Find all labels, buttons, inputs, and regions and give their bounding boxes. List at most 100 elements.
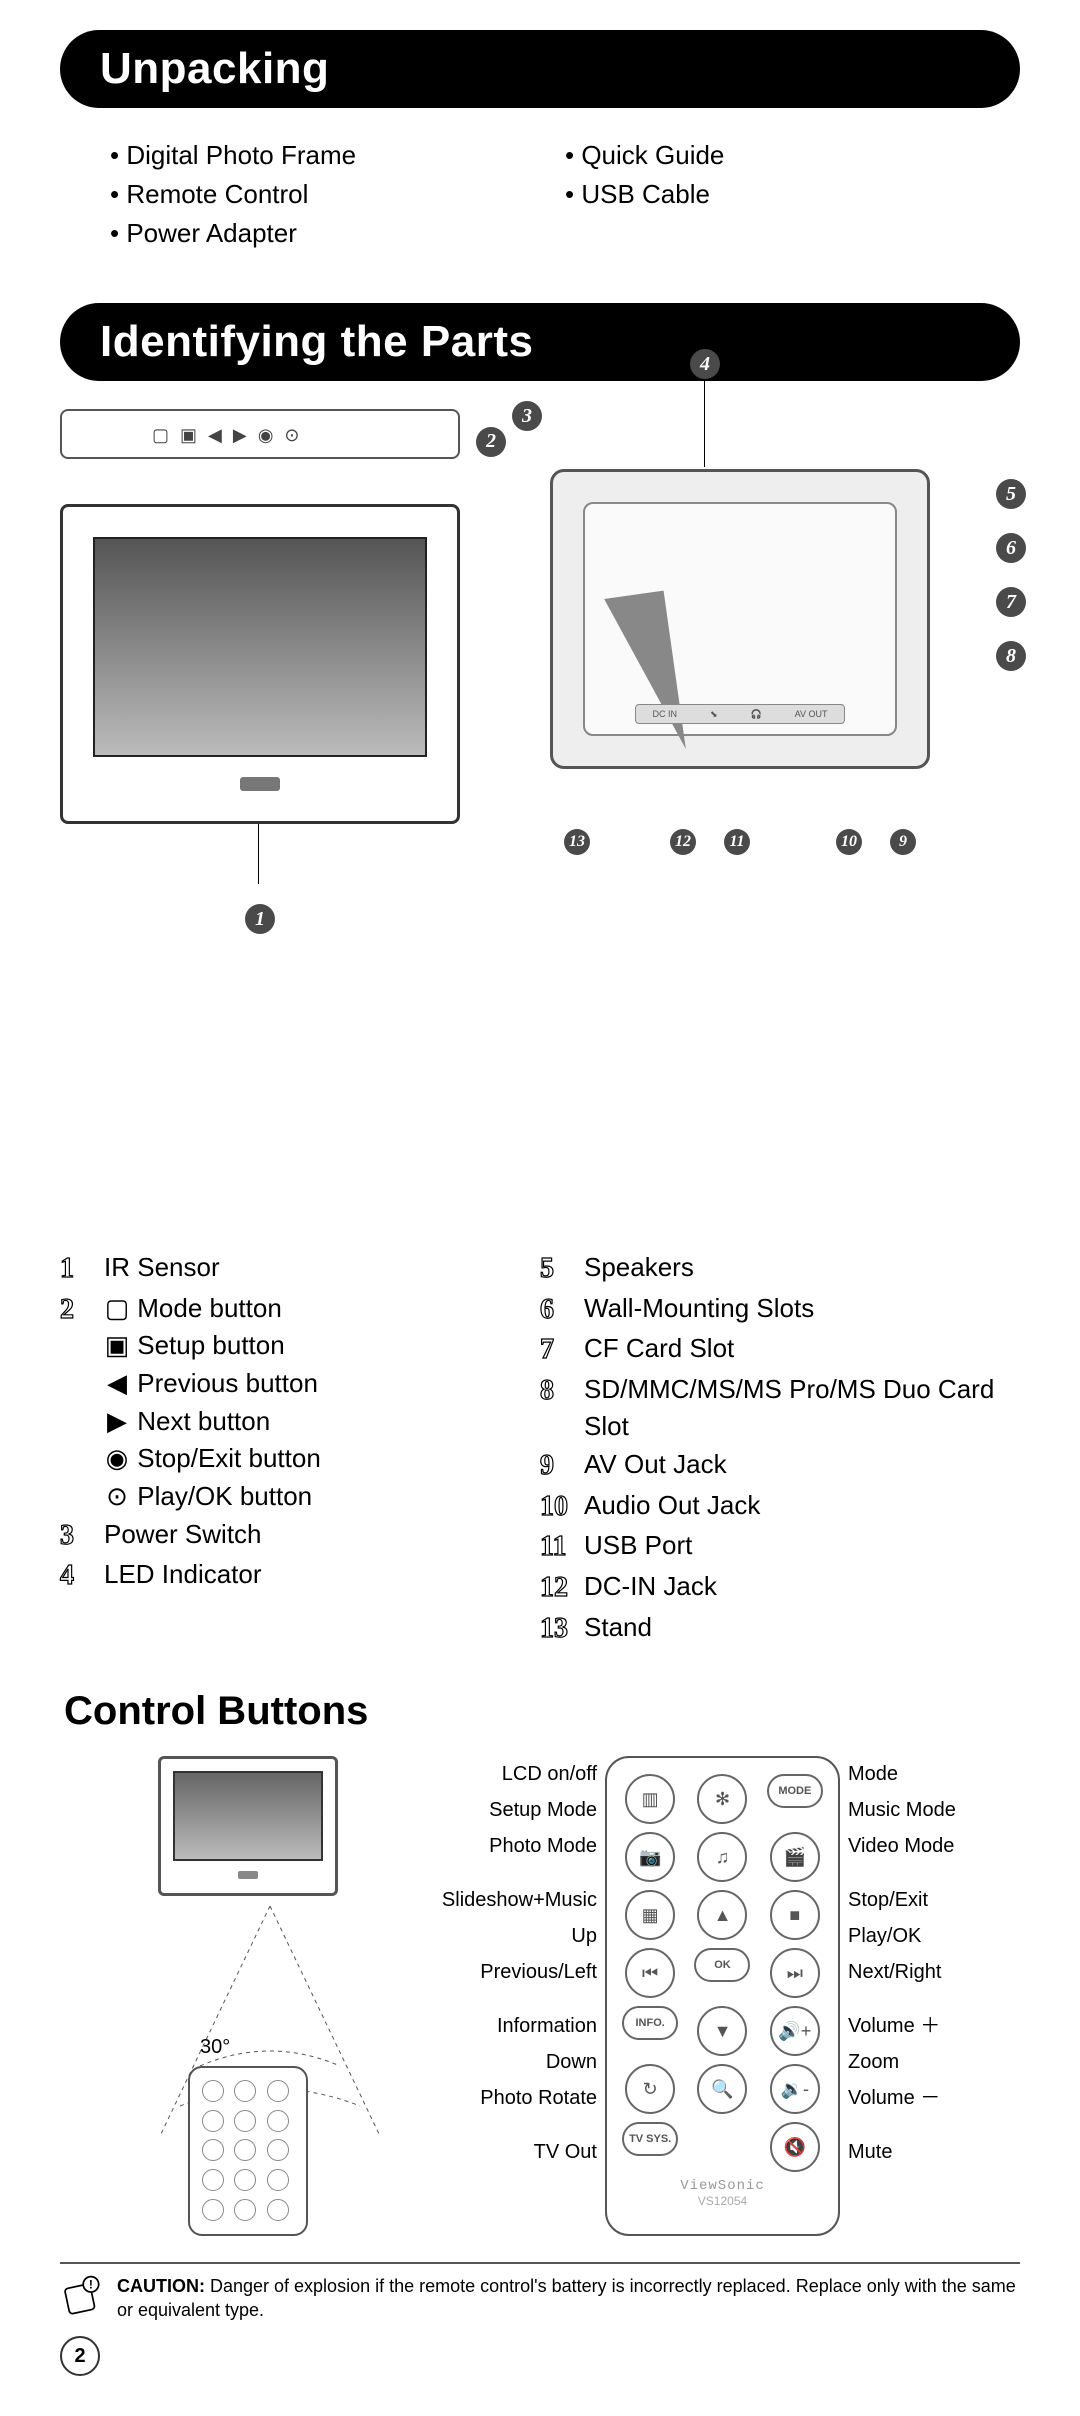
remote-label: Volume ＋ [848,2008,1020,2044]
legend-text: DC-IN Jack [584,1568,717,1606]
unpacking-item: USB Cable [565,175,1020,214]
remote-label: Photo Rotate [425,2080,597,2116]
btn-rotate-icon: ↻ [625,2064,675,2114]
legend-text: Wall-Mounting Slots [584,1290,814,1328]
legend-text: Mode button [137,1293,282,1323]
legend-num: 8 [540,1371,574,1412]
remote-label: Down [425,2044,597,2080]
callout-3: 3 [512,401,542,431]
btn-down-icon: ▼ [697,2006,747,2056]
parts-legend: 1IR Sensor 2 ▢ Mode button ▣ Setup butto… [60,1249,1020,1649]
legend-text: Next button [137,1406,270,1436]
frame-front-illustration [60,504,460,824]
legend-text: Play/OK button [137,1481,312,1511]
remote-label: Zoom [848,2044,1020,2080]
remote-body: ▥ ✻ MODE 📷 ♫ 🎬 ▦ ▲ ■ ⏮ OK ⏭ INFO. ▼ 🔊+ [605,1756,840,2236]
callout-5: 5 [996,479,1026,509]
remote-label: Music Mode [848,1792,1020,1828]
btn-zoom-icon: 🔍 [697,2064,747,2114]
legend-text: USB Port [584,1527,692,1565]
legend-text: Previous button [137,1368,318,1398]
legend-text: AV Out Jack [584,1446,727,1484]
btn-up-icon: ▲ [697,1890,747,1940]
port-label: ⬊ [710,709,718,720]
callout-11: 11 [724,829,750,855]
section-header-parts: Identifying the Parts [60,303,1020,381]
parts-diagram-area: 2 1 3 4 DC IN ⬊ 🎧 [60,409,1020,1229]
remote-brand: ViewSonic [619,2178,826,2194]
frame-screen [93,537,427,757]
frame-back-illustration: DC IN ⬊ 🎧 AV OUT [550,469,930,769]
unpacking-col-2: Quick Guide USB Cable [565,136,1020,253]
stand-icon [604,591,686,758]
remote-label: Setup Mode [425,1792,597,1828]
port-strip: DC IN ⬊ 🎧 AV OUT [635,704,845,724]
section-header-unpacking: Unpacking [60,30,1020,108]
legend-num: 9 [540,1446,574,1487]
play-icon: ⊙ [104,1478,130,1516]
caution-row: ! CAUTION: Danger of explosion if the re… [60,2262,1020,2324]
legend-col-right: 5Speakers 6Wall-Mounting Slots 7CF Card … [540,1249,1020,1649]
caution-body: Danger of explosion if the remote contro… [117,2276,1016,2320]
unpacking-list: Digital Photo Frame Remote Control Power… [110,136,1020,253]
btn-tvsys: TV SYS. [622,2122,678,2156]
legend-num: 2 [60,1290,94,1331]
legend-text: Setup button [137,1330,284,1360]
unpacking-item: Remote Control [110,175,565,214]
ir-mini-remote [188,2066,308,2236]
next-icon: ▶ [104,1403,130,1441]
unpacking-item: Quick Guide [565,136,1020,175]
btn-volup-icon: 🔊+ [770,2006,820,2056]
btn-ok: OK [694,1948,750,1982]
remote-label: Volume － [848,2080,1020,2116]
btn-voldown-icon: 🔉- [770,2064,820,2114]
port-label: DC IN [652,709,677,719]
legend-num: 4 [60,1556,94,1597]
legend-text: Stand [584,1609,652,1647]
legend-text: Speakers [584,1249,694,1287]
stop-icon: ◉ [104,1440,130,1478]
ir-range-diagram: 30° [100,1756,395,2236]
ir-frame-illustration [158,1756,338,1896]
remote-labels-left: LCD on/off Setup Mode Photo Mode Slidesh… [425,1756,605,2236]
legend-text: Audio Out Jack [584,1487,760,1525]
remote-label: Previous/Left [425,1954,597,1990]
remote-diagram: LCD on/off Setup Mode Photo Mode Slidesh… [425,1756,1020,2236]
btn-info: INFO. [622,2006,678,2040]
remote-label: Mute [848,2134,1020,2170]
legend-num: 11 [540,1527,574,1568]
remote-label: Slideshow+Music [425,1882,597,1918]
remote-labels-right: Mode Music Mode Video Mode Stop/Exit Pla… [840,1756,1020,2236]
legend-num: 3 [60,1516,94,1557]
control-section: 30° LCD on/off Setup Mode Photo Mode Sli… [60,1756,1020,2236]
btn-prev-icon: ⏮ [625,1948,675,1998]
callout-1: 1 [245,904,275,934]
previous-icon: ◀ [104,1365,130,1403]
remote-label: Play/OK [848,1918,1020,1954]
callout-13: 13 [564,829,590,855]
remote-model: VS12054 [619,2194,826,2208]
frame-logo-badge [240,777,280,791]
callout-12: 12 [670,829,696,855]
legend-col-left: 1IR Sensor 2 ▢ Mode button ▣ Setup butto… [60,1249,540,1649]
caution-text: CAUTION: Danger of explosion if the remo… [117,2274,1020,2323]
mode-icon: ▢ [104,1290,130,1328]
callout-4: 4 [690,349,720,379]
remote-label: LCD on/off [425,1756,597,1792]
remote-label: Information [425,2008,597,2044]
ir-angle-label: 30° [200,2036,230,2059]
remote-label: Video Mode [848,1828,1020,1864]
legend-text: Power Switch [104,1516,262,1554]
remote-label: Photo Mode [425,1828,597,1864]
remote-label: TV Out [425,2134,597,2170]
legend-num: 12 [540,1568,574,1609]
legend-num: 7 [540,1330,574,1371]
unpacking-col-1: Digital Photo Frame Remote Control Power… [110,136,565,253]
unpacking-item: Power Adapter [110,214,565,253]
remote-label: Next/Right [848,1954,1020,1990]
unpacking-item: Digital Photo Frame [110,136,565,175]
legend-num: 10 [540,1487,574,1528]
legend-num: 5 [540,1249,574,1290]
remote-label: Stop/Exit [848,1882,1020,1918]
btn-slideshow-icon: ▦ [625,1890,675,1940]
